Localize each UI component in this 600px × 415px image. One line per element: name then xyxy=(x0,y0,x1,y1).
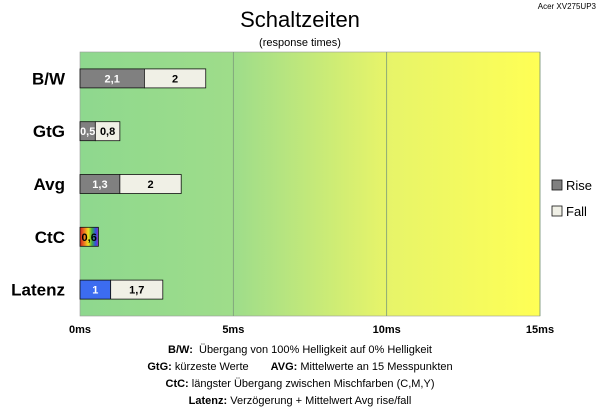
x-axis-ticks: 0ms 5ms 10ms 15ms xyxy=(69,324,554,336)
x-tick-label: 15ms xyxy=(526,324,554,336)
x-tick-label: 5ms xyxy=(222,324,244,336)
legend: Rise Fall xyxy=(551,178,592,219)
bar-fall xyxy=(94,121,121,142)
footnotes: B/W: Übergang von 100% Helligkeit auf 0%… xyxy=(0,342,600,410)
legend-label: Fall xyxy=(566,204,587,219)
note-latenz-key: Latenz: xyxy=(188,395,228,407)
category-label: Avg xyxy=(34,175,66,194)
note-gtg-text: kürzeste Werte xyxy=(174,361,249,373)
category-labels: B/W GtG Avg CtC Latenz xyxy=(11,69,66,299)
x-gridlines xyxy=(232,52,541,316)
note-avg-key: AVG: xyxy=(270,361,298,373)
category-label: B/W xyxy=(32,69,66,88)
chart-title: Schaltzeiten xyxy=(240,7,360,32)
bar-value-label: 1,3 xyxy=(92,179,107,191)
bar-value-label: 0,6 xyxy=(82,232,97,244)
bar-fall xyxy=(119,174,182,194)
response-time-chart: Schaltzeiten (response times) Acer XV275… xyxy=(11,2,597,336)
note-bw-key: B/W: xyxy=(168,344,193,356)
bar-fall xyxy=(110,279,164,300)
bar-value-label: 2,1 xyxy=(105,73,120,85)
x-tick-label: 0ms xyxy=(69,324,91,336)
chart-subtitle: (response times) xyxy=(259,37,341,49)
note-ctc: CtC: längster Übergang zwischen Mischfar… xyxy=(0,376,600,393)
note-gtg-key: GtG: xyxy=(147,361,172,373)
bar-value-label: 0,8 xyxy=(100,126,115,138)
bar-value-label: 2 xyxy=(172,73,178,85)
note-ctc-key: CtC: xyxy=(165,378,189,390)
legend-swatch xyxy=(551,205,563,217)
legend-swatch xyxy=(551,179,563,191)
bar-value-label: 0,5 xyxy=(80,126,95,138)
bar-value-label: 1,7 xyxy=(129,285,144,297)
legend-label: Rise xyxy=(566,178,592,193)
category-label: GtG xyxy=(33,122,65,141)
note-avg-text: Mittelwerte an 15 Messpunkten xyxy=(300,361,453,373)
note-latenz-text: Verzögerung + Mittelwert Avg rise/fall xyxy=(230,395,412,407)
x-tick-label: 10ms xyxy=(373,324,401,336)
bar-value-label: 1 xyxy=(92,285,98,297)
category-label: CtC xyxy=(35,228,65,247)
note-bw-text: Übergang von 100% Helligkeit auf 0% Hell… xyxy=(199,344,432,356)
bars: 2,1 2 0,5 0,8 1,3 2 0,6 1 1,7 xyxy=(79,68,207,300)
bar-fall xyxy=(143,68,207,89)
note-ctc-text: längster Übergang zwischen Mischfarben (… xyxy=(191,378,435,390)
bar-value-label: 2 xyxy=(147,179,153,191)
note-gtg-avg: GtG: kürzeste Werte AVG: Mittelwerte an 1… xyxy=(0,359,600,376)
monitor-model: Acer XV275UP3 xyxy=(538,2,597,11)
note-latenz: Latenz: Verzögerung + Mittelwert Avg ris… xyxy=(0,393,600,410)
bar-rise xyxy=(79,226,99,247)
category-label: Latenz xyxy=(11,281,65,300)
note-bw: B/W: Übergang von 100% Helligkeit auf 0%… xyxy=(0,342,600,359)
